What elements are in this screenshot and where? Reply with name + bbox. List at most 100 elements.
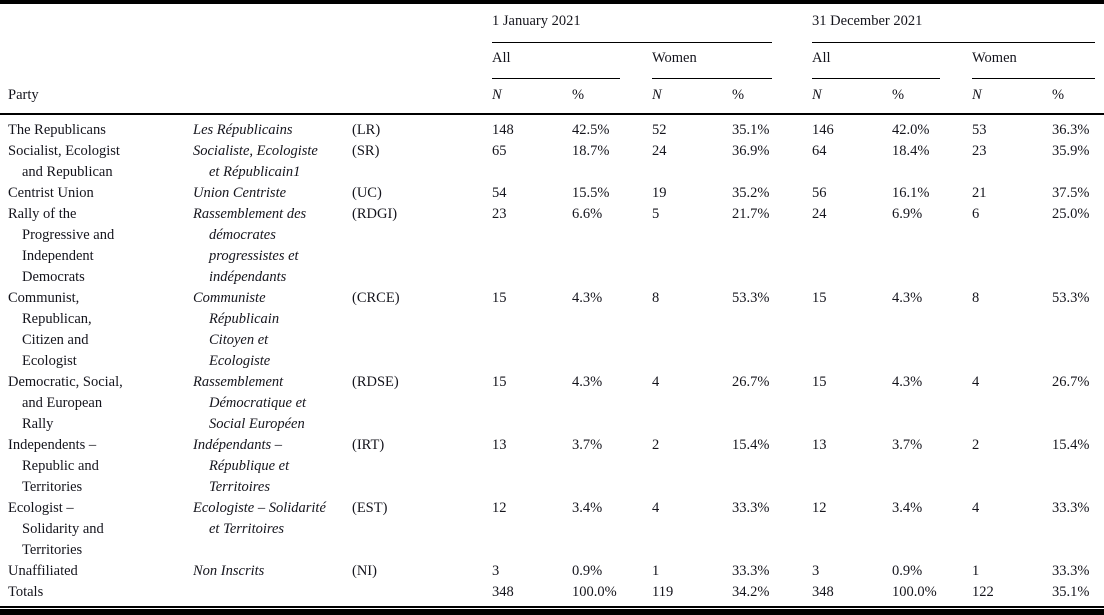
stat-value: 4.3% — [572, 374, 603, 390]
subgroup-jan-women: Women — [652, 43, 812, 79]
group-header-jan-label: 1 January 2021 — [492, 4, 773, 43]
column-header-pct: % — [892, 79, 973, 115]
party-name-en: Centrist Union — [8, 185, 94, 201]
stat-value: 3.7% — [572, 437, 603, 453]
stat-value: 15 — [492, 290, 507, 306]
column-header-n: N — [972, 79, 1053, 115]
stat-value: 13 — [492, 437, 507, 453]
stat-value: 0.9% — [892, 563, 923, 579]
table-top-rule — [0, 0, 1104, 4]
party-abbr: (SR) — [352, 143, 380, 159]
stat-value: 3 — [812, 563, 820, 579]
stat-value: 2 — [652, 437, 660, 453]
stat-value: 26.7% — [732, 374, 770, 390]
stat-value: 53.3% — [1052, 290, 1090, 306]
stat-value: 33.3% — [1052, 563, 1090, 579]
table-row: Rally of the Progressive and Independent… — [0, 204, 1104, 288]
subgroup-jan-all-label: All — [492, 43, 620, 79]
column-header-n: N — [652, 79, 732, 115]
party-name-fr: Non Inscrits — [193, 563, 265, 579]
stat-value: 3.4% — [892, 500, 923, 516]
subgroup-dec-all-label: All — [812, 43, 941, 79]
party-abbr: (IRT) — [352, 437, 385, 453]
table-row: Communist, Republican, Citizen and Ecolo… — [0, 288, 1104, 372]
stat-value: 35.1% — [732, 122, 770, 138]
party-name-fr: Rassemblement des démocrates progressist… — [193, 206, 307, 285]
stat-value: 52 — [652, 122, 667, 138]
stat-value: 33.3% — [1052, 500, 1090, 516]
stat-value: 56 — [812, 185, 827, 201]
stat-value: 33.3% — [732, 500, 770, 516]
party-abbr: (NI) — [352, 563, 377, 579]
spacer-cell — [352, 582, 492, 608]
party-name-en: Democratic, Social, and European Rally — [8, 374, 123, 432]
totals-row: Totals 348 100.0% 119 34.2% 348 100.0% 1… — [0, 582, 1104, 608]
party-abbr: (CRCE) — [352, 290, 400, 306]
party-name-fr: Rassemblement Démocratique et Social Eur… — [193, 374, 307, 432]
stat-value: 65 — [492, 143, 507, 159]
stat-value: 21 — [972, 185, 987, 201]
stat-value: 34.2% — [732, 582, 813, 608]
table-row: Ecologist – Solidarity and Territories E… — [0, 498, 1104, 561]
subgroup-jan-women-label: Women — [652, 43, 773, 79]
party-name-fr: Union Centriste — [193, 185, 287, 201]
stat-value: 15.5% — [572, 185, 610, 201]
stat-value: 5 — [652, 206, 660, 222]
group-header-dec-label: 31 December 2021 — [812, 4, 1096, 43]
stat-value: 4 — [972, 500, 980, 516]
party-abbr: (RDSE) — [352, 374, 399, 390]
stat-value: 16.1% — [892, 185, 930, 201]
stat-value: 18.7% — [572, 143, 610, 159]
party-abbr: (RDGI) — [352, 206, 398, 222]
party-name-en: Rally of the Progressive and Independent… — [8, 206, 115, 285]
stat-value: 148 — [492, 122, 514, 138]
column-header-pct: % — [1052, 79, 1104, 115]
stat-value: 23 — [972, 143, 987, 159]
stat-value: 25.0% — [1052, 206, 1090, 222]
stat-value: 119 — [652, 582, 732, 608]
stat-value: 54 — [492, 185, 507, 201]
spacer-cell — [0, 43, 492, 79]
stat-value: 3 — [492, 563, 500, 579]
stat-value: 4.3% — [892, 374, 923, 390]
table-row: Unaffiliated Non Inscrits (NI) 3 0.9% 1 … — [0, 561, 1104, 582]
spacer-cell — [193, 79, 352, 115]
stat-value: 35.2% — [732, 185, 770, 201]
stat-value: 15 — [492, 374, 507, 390]
party-abbr: (UC) — [352, 185, 382, 201]
subgroup-jan-all: All — [492, 43, 652, 79]
stat-value: 6.6% — [572, 206, 603, 222]
stat-value: 4.3% — [892, 290, 923, 306]
stat-value: 15 — [812, 290, 827, 306]
stat-value: 53 — [972, 122, 987, 138]
stat-value: 36.9% — [732, 143, 770, 159]
subgroup-dec-all: All — [812, 43, 972, 79]
stat-value: 42.0% — [892, 122, 930, 138]
stat-value: 8 — [652, 290, 660, 306]
party-name-en: Communist, Republican, Citizen and Ecolo… — [8, 290, 92, 369]
stat-value: 26.7% — [1052, 374, 1090, 390]
column-header-row: Party N % N % N % N % — [0, 79, 1104, 115]
spacer-cell — [0, 4, 492, 43]
table-row: Democratic, Social, and European Rally R… — [0, 372, 1104, 435]
stat-value: 23 — [492, 206, 507, 222]
stat-value: 15 — [812, 374, 827, 390]
stat-value: 33.3% — [732, 563, 770, 579]
column-header-n: N — [812, 79, 893, 115]
stat-value: 15.4% — [1052, 437, 1090, 453]
stat-value: 4 — [652, 500, 660, 516]
stat-value: 122 — [972, 582, 1053, 608]
party-name-fr: Communiste Républicain Citoyen et Ecolog… — [193, 290, 280, 369]
spacer-cell — [193, 582, 352, 608]
party-name-fr: Ecologiste – Solidarité et Territoires — [193, 500, 326, 537]
stat-value: 100.0% — [892, 582, 973, 608]
stat-value: 1 — [652, 563, 660, 579]
party-name-en: Socialist, Ecologist and Republican — [8, 143, 120, 180]
stat-value: 19 — [652, 185, 667, 201]
stat-value: 53.3% — [732, 290, 770, 306]
party-name-fr: Indépendants – République et Territoires — [193, 437, 290, 495]
stat-value: 2 — [972, 437, 980, 453]
stat-value: 3.4% — [572, 500, 603, 516]
stat-value: 1 — [972, 563, 980, 579]
party-name-en: The Republicans — [8, 122, 106, 138]
